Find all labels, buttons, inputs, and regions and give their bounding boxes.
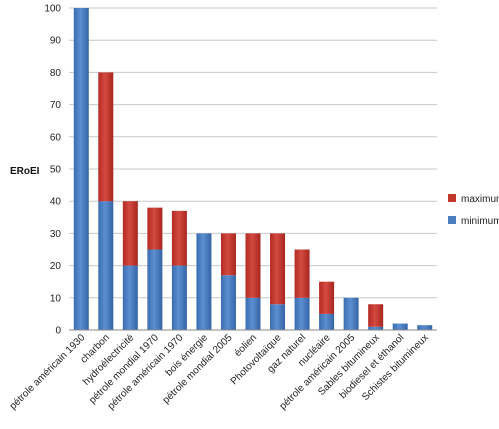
bar-maximum-7: [245, 233, 261, 298]
bar-minimum-2: [122, 265, 138, 330]
bar-maximum-6: [220, 233, 236, 276]
y-tick-label: 10: [50, 293, 62, 304]
bar-minimum-10: [319, 313, 335, 330]
bar-minimum-4: [171, 265, 187, 330]
bar-minimum-1: [98, 201, 114, 330]
bar-minimum-11: [343, 297, 359, 330]
y-tick-label: 30: [50, 229, 62, 240]
bar-minimum-3: [147, 249, 163, 330]
y-tick-label: 40: [50, 197, 62, 208]
x-tick-label: pétrole américain 1930: [8, 332, 88, 412]
bar-maximum-10: [319, 281, 335, 314]
bar-maximum-2: [122, 201, 138, 266]
y-tick-label: 70: [50, 100, 62, 111]
legend-label-minimum: minimum: [461, 216, 499, 227]
y-tick-label: 20: [50, 261, 62, 272]
bar-minimum-7: [245, 297, 261, 330]
bar-maximum-8: [270, 233, 286, 305]
y-tick-label: 0: [55, 326, 61, 337]
bar-maximum-1: [98, 72, 114, 202]
bar-minimum-14: [417, 325, 433, 330]
bar-minimum-6: [220, 275, 236, 330]
bar-maximum-3: [147, 207, 163, 250]
y-tick-label: 50: [50, 165, 62, 176]
y-axis-label: ERoEI: [10, 166, 40, 177]
y-axis-ticks: 0 10 20 30 40 50 60 70 80 90 100: [44, 4, 61, 337]
y-tick-label: 80: [50, 68, 62, 79]
bar-minimum-5: [196, 233, 212, 330]
bar-maximum-9: [294, 249, 310, 298]
bar-maximum-12: [368, 304, 384, 327]
y-tick-label: 60: [50, 132, 62, 143]
bar-minimum-13: [392, 323, 408, 330]
bar-minimum-8: [270, 304, 286, 330]
legend-swatch-minimum: [448, 216, 456, 224]
bars: [73, 8, 433, 330]
bar-minimum-12: [368, 326, 384, 330]
y-tick-label: 100: [44, 4, 61, 15]
bar-maximum-4: [171, 210, 187, 266]
y-tick-label: 90: [50, 36, 62, 47]
x-axis-ticks: pétrole américain 1930charbonhydroélectr…: [8, 332, 431, 412]
legend-swatch-maximum: [448, 194, 456, 202]
bar-minimum-9: [294, 297, 310, 330]
bar-minimum-0: [73, 8, 89, 330]
